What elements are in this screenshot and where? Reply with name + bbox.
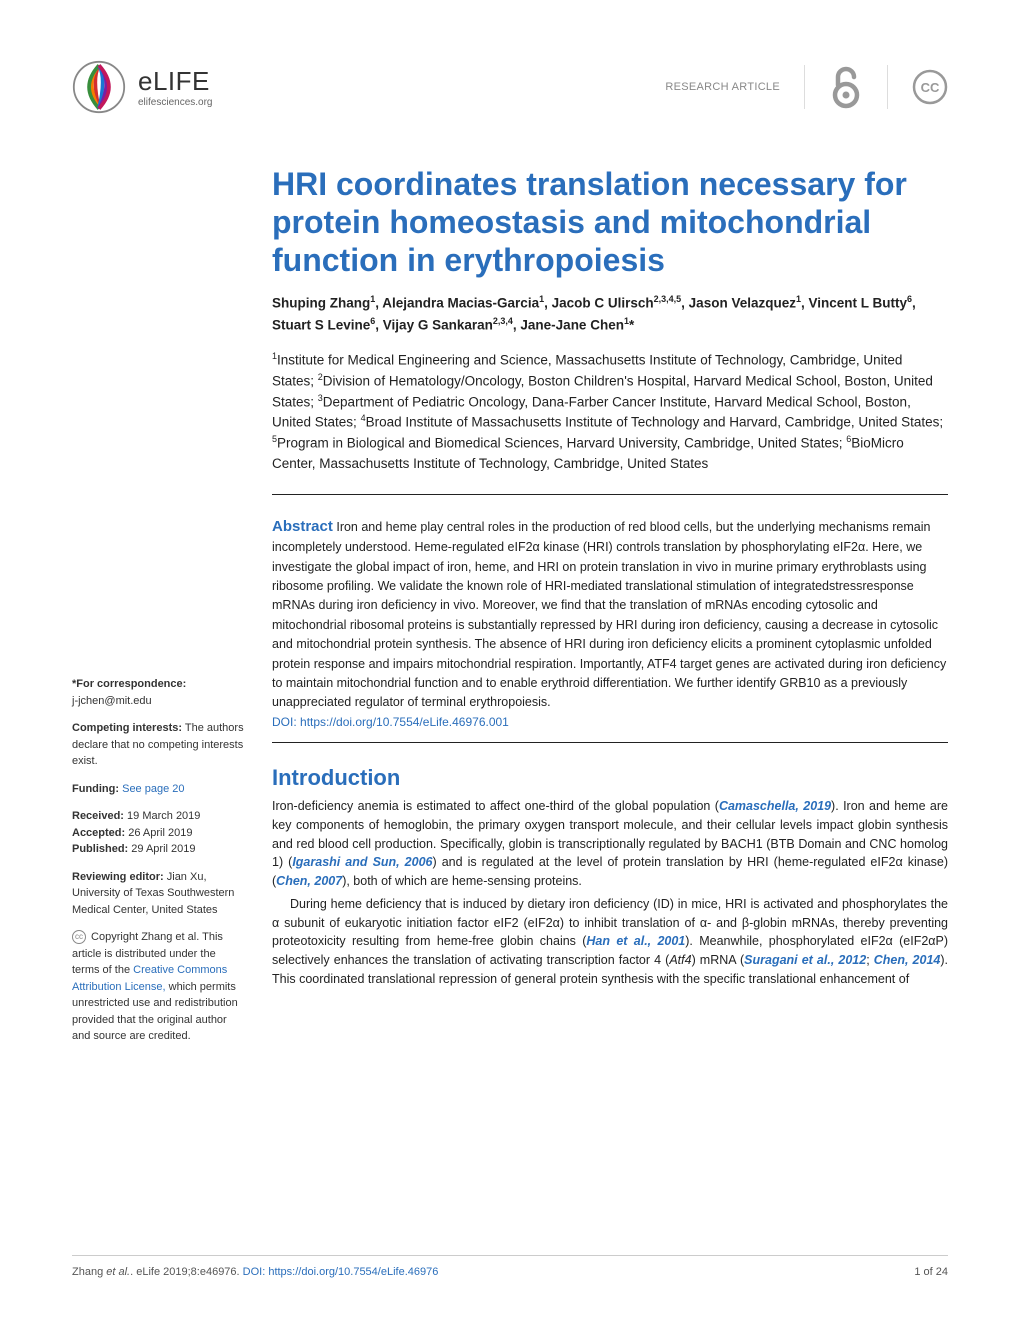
page-footer: Zhang et al.. eLife 2019;8:e46976. DOI: … [72,1255,948,1278]
article-title: HRI coordinates translation necessary fo… [272,166,948,279]
intro-p1: Iron-deficiency anemia is estimated to a… [272,797,948,891]
footer-doi[interactable]: https://doi.org/10.7554/eLife.46976 [268,1266,438,1278]
abstract-block: Abstract Iron and heme play central role… [272,515,948,732]
abstract-doi-label: DOI: [272,715,300,729]
intro-p2: During heme deficiency that is induced b… [272,895,948,989]
article-type-label: RESEARCH ARTICLE [665,81,780,93]
rule-top [272,494,948,495]
page-number: 1 of 24 [914,1266,948,1278]
author-list: Shuping Zhang1, Alejandra Macias-Garcia1… [272,293,948,336]
competing-label: Competing interests: [72,722,182,734]
article-meta-sidebar: *For correspondence: j-jchen@mit.edu Com… [72,166,246,1056]
header-divider [887,65,888,109]
journal-url[interactable]: elifesciences.org [138,97,212,108]
journal-brand: eLIFE [138,66,212,97]
footer-etal: et al. [106,1266,130,1278]
accepted-date: 26 April 2019 [128,827,192,839]
funding-label: Funding: [72,783,119,795]
abstract-label: Abstract [272,518,333,535]
cc-license-icon: CC [912,69,948,105]
intro-body: Iron-deficiency anemia is estimated to a… [272,797,948,989]
footer-citation-pre: Zhang [72,1266,106,1278]
intro-heading: Introduction [272,765,948,791]
received-date: 19 March 2019 [127,810,200,822]
funding-link[interactable]: See page 20 [119,783,184,795]
journal-logo[interactable]: eLIFE elifesciences.org [72,60,212,114]
footer-citation-post: eLife 2019;8:e46976. [133,1266,242,1278]
cc-small-icon: cc [72,930,86,944]
reviewing-editor-label: Reviewing editor: [72,871,167,883]
published-date: 29 April 2019 [131,843,195,855]
abstract-text: Iron and heme play central roles in the … [272,520,946,709]
correspondence-label: *For correspondence: [72,678,186,690]
footer-doi-label: DOI: [243,1266,269,1278]
header-divider [804,65,805,109]
open-access-icon [829,65,863,109]
affiliations: 1Institute for Medical Engineering and S… [272,350,948,474]
elife-logo-icon [72,60,126,114]
accepted-label: Accepted: [72,827,128,839]
svg-text:CC: CC [921,80,940,95]
abstract-doi[interactable]: https://doi.org/10.7554/eLife.46976.001 [300,715,509,729]
published-label: Published: [72,843,131,855]
article-content: HRI coordinates translation necessary fo… [272,166,948,1056]
correspondence-email[interactable]: j-jchen@mit.edu [72,695,152,707]
rule-bottom [272,742,948,743]
page-header: eLIFE elifesciences.org RESEARCH ARTICLE… [72,60,948,138]
received-label: Received: [72,810,127,822]
